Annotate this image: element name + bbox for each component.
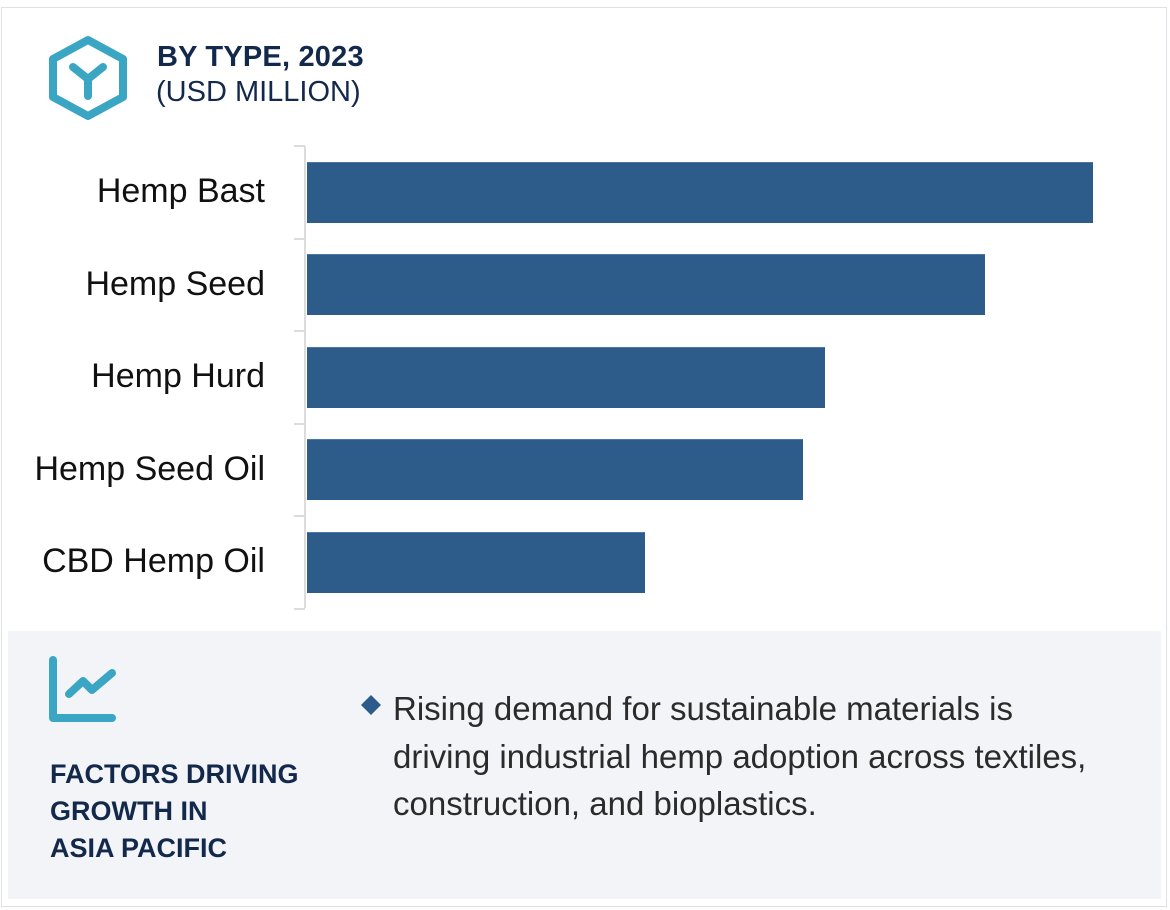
axis-tick	[294, 237, 305, 240]
category-label: Hemp Bast	[96, 172, 265, 211]
category-axis	[304, 146, 306, 608]
factors-title-line: FACTORS DRIVING	[50, 759, 299, 789]
factors-panel	[8, 631, 1161, 899]
trend-chart-icon	[49, 656, 116, 722]
bar-hemp-hurd	[307, 346, 825, 408]
axis-tick	[294, 330, 305, 332]
hexagon-y-icon	[49, 36, 127, 120]
factors-title-line: GROWTH IN	[50, 796, 208, 826]
chart-title: BY TYPE, 2023	[157, 41, 364, 73]
axis-tick	[294, 145, 305, 147]
bar-cbd-hemp-oil	[307, 531, 645, 593]
bar-hemp-seed	[307, 254, 986, 316]
diamond-bullet-icon	[361, 695, 381, 715]
category-label: CBD Hemp Oil	[42, 542, 265, 581]
category-label: Hemp Hurd	[91, 357, 265, 396]
axis-tick	[294, 515, 305, 517]
factors-title-line: ASIA PACIFIC	[50, 833, 228, 863]
bar-hemp-bast	[307, 161, 1093, 223]
axis-tick	[294, 607, 305, 610]
chart-subtitle: (USD MILLION)	[156, 76, 361, 108]
category-label: Hemp Seed	[85, 264, 265, 303]
axis-tick	[294, 422, 305, 425]
bar-hemp-seed-oil	[307, 439, 803, 501]
factors-title: FACTORS DRIVING GROWTH IN ASIA PACIFIC	[50, 756, 330, 867]
factor-bullet-text: Rising demand for sustainable materials …	[393, 690, 1087, 822]
category-label: Hemp Seed Oil	[34, 449, 265, 488]
